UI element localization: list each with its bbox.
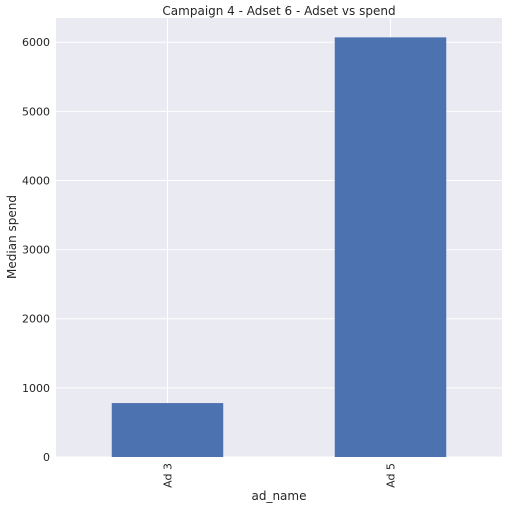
x-tick-labels: Ad 3 Ad 5 [162, 463, 398, 488]
y-tick-label: 5000 [22, 105, 50, 118]
y-tick-label: 6000 [22, 36, 50, 49]
bar-ad-5 [334, 37, 447, 457]
y-tick-label: 4000 [22, 174, 50, 187]
y-axis-label: Median spend [5, 195, 19, 279]
bar-ad-3 [111, 403, 224, 457]
y-tick-label: 0 [43, 451, 50, 464]
x-tick-label: Ad 3 [162, 463, 175, 488]
y-tick-labels: 0 1000 2000 3000 4000 5000 6000 [22, 36, 50, 464]
y-tick-label: 3000 [22, 244, 50, 257]
y-tick-label: 1000 [22, 382, 50, 395]
bars [111, 37, 447, 457]
y-tick-label: 2000 [22, 313, 50, 326]
x-tick-label: Ad 5 [385, 463, 398, 488]
chart-title: Campaign 4 - Adset 6 - Adset vs spend [162, 4, 395, 18]
x-axis-label: ad_name [251, 489, 306, 503]
